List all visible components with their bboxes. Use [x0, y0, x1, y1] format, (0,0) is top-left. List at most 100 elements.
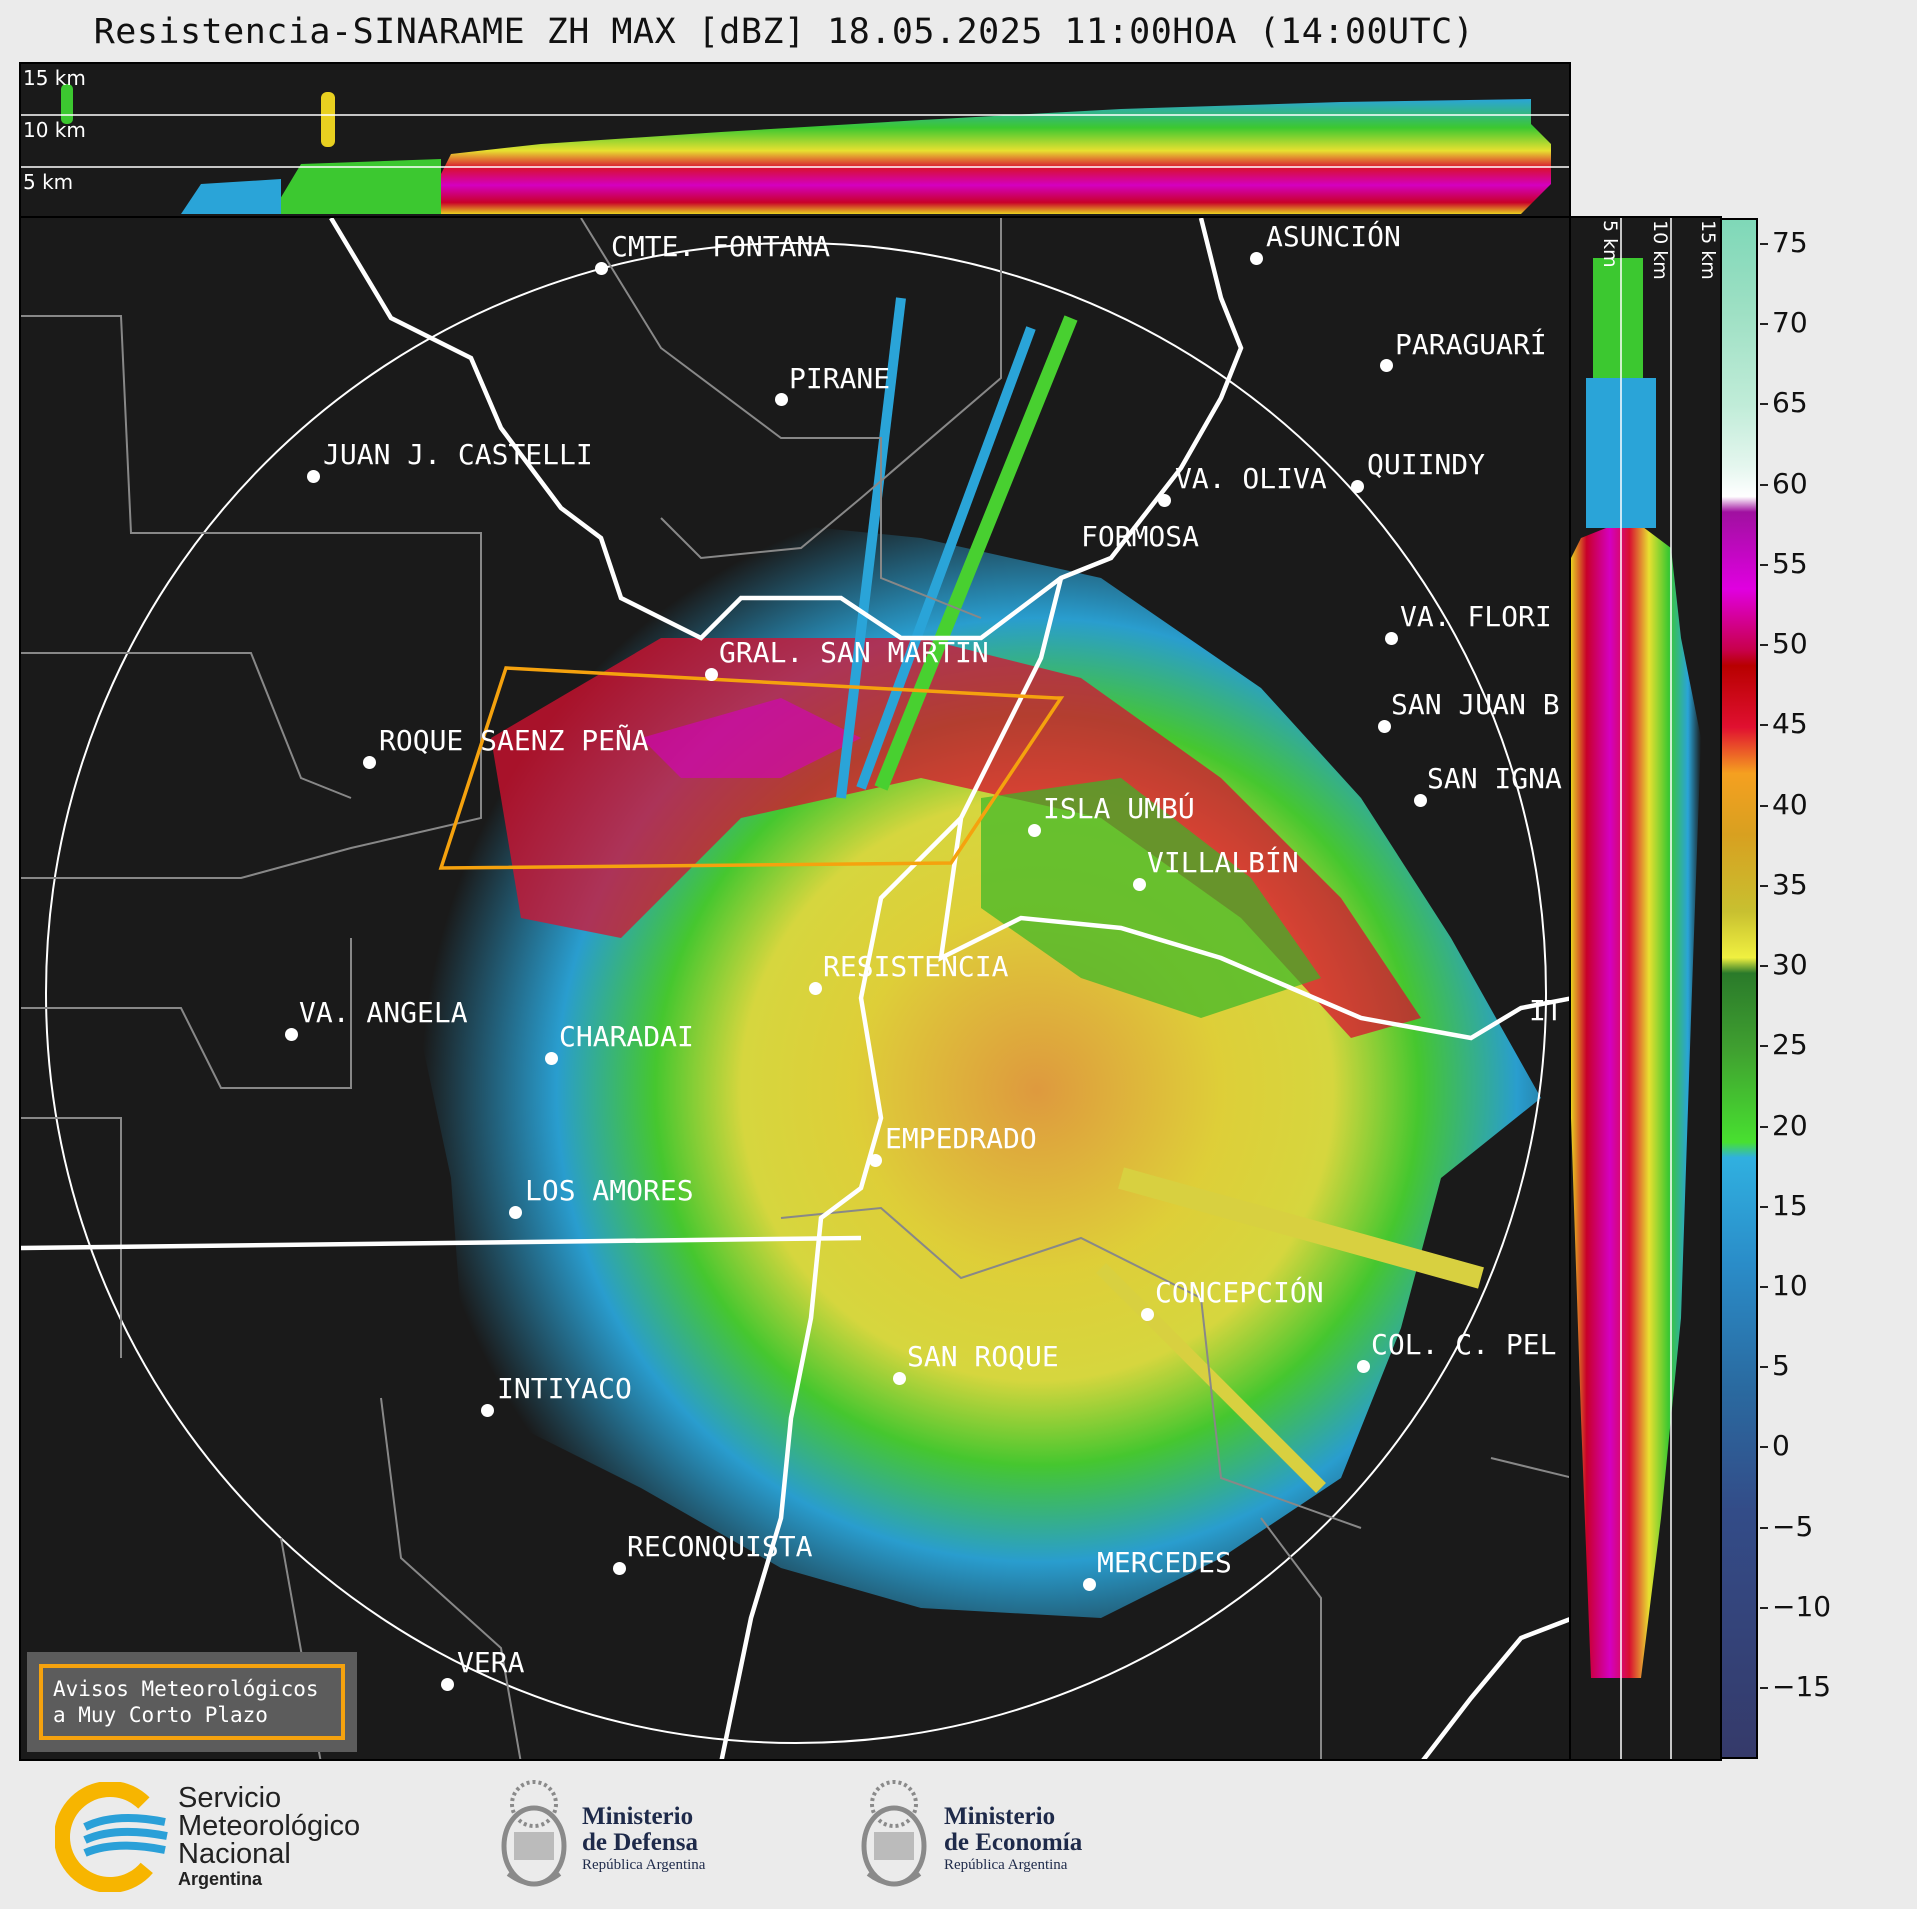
city-label-reconquista: RECONQUISTA — [627, 1530, 813, 1563]
top-xsec-label-5km: 5 km — [23, 170, 74, 194]
city-dot-mercedes — [1083, 1578, 1096, 1591]
top-xsec-label-15km: 15 km — [23, 66, 86, 90]
colorbar-tick-20: 20 — [1772, 1109, 1808, 1142]
colorbar-tick-50: 50 — [1772, 627, 1808, 660]
city-dot-col-c-pel — [1357, 1360, 1370, 1373]
city-dot-san-roque — [893, 1372, 906, 1385]
smn-line-3: Nacional — [178, 1838, 291, 1870]
colorbar-tick-75: 75 — [1772, 226, 1808, 259]
smn-line-4: Argentina — [178, 1869, 263, 1889]
city-dot-va-oliva — [1158, 494, 1171, 507]
defensa-text: Ministerio de Defensa República Argentin… — [582, 1804, 705, 1874]
city-dot-san-juan-b — [1378, 720, 1391, 733]
top-xsec-label-10km: 10 km — [23, 118, 86, 142]
side-xsec-label-15km: 15 km — [1697, 220, 1719, 280]
city-label-cmte-fontana: CMTE. FONTANA — [611, 230, 831, 263]
city-dot-intiyaco — [481, 1404, 494, 1417]
colorbar-tick-65: 65 — [1772, 386, 1808, 419]
top-cross-section: 15 km 10 km 5 km — [19, 62, 1571, 218]
city-label-roque-saenz-pena: ROQUE SAENZ PEÑA — [379, 724, 649, 757]
defensa-line-3: República Argentina — [582, 1857, 706, 1873]
city-label-vera: VERA — [457, 1646, 525, 1679]
side-cross-section: 5 km 10 km 15 km — [1569, 216, 1722, 1761]
defensa-seal-icon — [501, 1780, 567, 1887]
city-dot-gral-san-martin — [705, 668, 718, 681]
city-label-los-amores: LOS AMORES — [525, 1174, 694, 1207]
colorbar-tick-30: 30 — [1772, 948, 1808, 981]
city-dot-los-amores — [509, 1206, 522, 1219]
city-label-san-juan-b: SAN JUAN B — [1391, 688, 1560, 721]
city-label-pirane: PIRANE — [789, 362, 891, 395]
colorbar-tick-25: 25 — [1772, 1028, 1808, 1061]
defensa-line-1: Ministerio — [582, 1803, 694, 1830]
city-dot-roque-saenz-pena — [363, 756, 376, 769]
city-dot-charadai — [545, 1052, 558, 1065]
colorbar-tick-55: 55 — [1772, 547, 1808, 580]
city-label-villalbin: VILLALBÍN — [1147, 846, 1299, 879]
colorbar-tick-neg5: −5 — [1772, 1510, 1814, 1543]
city-label-concepcion: CONCEPCIÓN — [1155, 1276, 1324, 1309]
colorbar-tick-10: 10 — [1772, 1269, 1808, 1302]
smn-line-1: Servicio — [178, 1782, 282, 1814]
economia-seal-icon — [861, 1780, 927, 1887]
colorbar-tick-5: 5 — [1772, 1349, 1790, 1382]
side-xsec-label-10km: 10 km — [1649, 220, 1671, 280]
colorbar-tick-35: 35 — [1772, 868, 1808, 901]
city-dot-asuncion — [1250, 252, 1263, 265]
city-label-gral-san-martin: GRAL. SAN MARTÍN — [719, 636, 989, 669]
colorbar-tick-45: 45 — [1772, 707, 1808, 740]
city-dot-quiindy — [1351, 480, 1364, 493]
colorbar-tick-neg10: −10 — [1772, 1590, 1832, 1623]
city-dot-juan-j-castelli — [307, 470, 320, 483]
radar-map: CMTE. FONTANA ASUNCIÓN PARAGUARÍ PIRANE … — [19, 216, 1571, 1761]
city-dot-paraguari — [1380, 359, 1393, 372]
city-dot-va-angela — [285, 1028, 298, 1041]
colorbar-tick-60: 60 — [1772, 467, 1808, 500]
colorbar-tick-15: 15 — [1772, 1189, 1808, 1222]
defensa-line-2: de Defensa — [582, 1829, 698, 1856]
economia-text: Ministerio de Economía República Argenti… — [944, 1804, 1082, 1874]
city-label-asuncion: ASUNCIÓN — [1266, 220, 1401, 253]
city-dot-cmte-fontana — [595, 262, 608, 275]
city-dot-va-flori — [1385, 632, 1398, 645]
city-dot-concepcion — [1141, 1308, 1154, 1321]
city-label-isla-umbu: ISLA UMBÚ — [1043, 792, 1195, 825]
city-label-va-oliva: VA. OLIVA — [1175, 462, 1327, 495]
side-xsec-label-5km: 5 km — [1599, 220, 1621, 268]
economia-line-2: de Economía — [944, 1829, 1083, 1856]
city-label-quiindy: QUIINDY — [1367, 448, 1486, 481]
city-label-san-igna: SAN IGNA — [1427, 762, 1562, 795]
footer: Servicio Meteorológico Nacional Argentin… — [0, 1762, 1917, 1909]
smn-line-2: Meteorológico — [178, 1810, 361, 1842]
economia-line-3: República Argentina — [944, 1857, 1068, 1873]
city-dot-san-igna — [1414, 794, 1427, 807]
colorbar-tick-40: 40 — [1772, 788, 1808, 821]
city-label-va-flori: VA. FLORI — [1400, 600, 1552, 633]
city-dot-resistencia — [809, 982, 822, 995]
city-label-san-roque: SAN ROQUE — [907, 1340, 1059, 1373]
city-dot-empedrado — [869, 1154, 882, 1167]
city-dot-reconquista — [613, 1562, 626, 1575]
city-label-juan-j-castelli: JUAN J. CASTELLI — [323, 438, 593, 471]
city-label-va-angela: VA. ANGELA — [299, 996, 468, 1029]
colorbar — [1720, 218, 1758, 1759]
city-label-formosa: FORMOSA — [1081, 520, 1200, 553]
smn-logo-icon — [55, 1782, 168, 1892]
city-label-charadai: CHARADAI — [559, 1020, 694, 1053]
avisos-line-2: a Muy Corto Plazo — [53, 1703, 268, 1727]
city-label-col-c-pel: COL. C. PEL — [1371, 1328, 1557, 1361]
city-dot-villalbin — [1133, 878, 1146, 891]
avisos-line-1: Avisos Meteorológicos — [53, 1677, 319, 1701]
city-label-intiyaco: INTIYACO — [497, 1372, 632, 1405]
smn-logo-text: Servicio Meteorológico Nacional Argentin… — [178, 1784, 360, 1890]
colorbar-tick-0: 0 — [1772, 1429, 1790, 1462]
city-dot-vera — [441, 1678, 454, 1691]
economia-line-1: Ministerio — [944, 1803, 1056, 1830]
colorbar-tick-neg15: −15 — [1772, 1670, 1832, 1703]
city-label-empedrado: EMPEDRADO — [885, 1122, 1037, 1155]
colorbar-tick-70: 70 — [1772, 306, 1808, 339]
city-label-resistencia: RESISTENCIA — [823, 950, 1009, 983]
city-dot-pirane — [775, 393, 788, 406]
avisos-box[interactable]: Avisos Meteorológicos a Muy Corto Plazo — [27, 1652, 357, 1752]
city-dot-isla-umbu — [1028, 824, 1041, 837]
